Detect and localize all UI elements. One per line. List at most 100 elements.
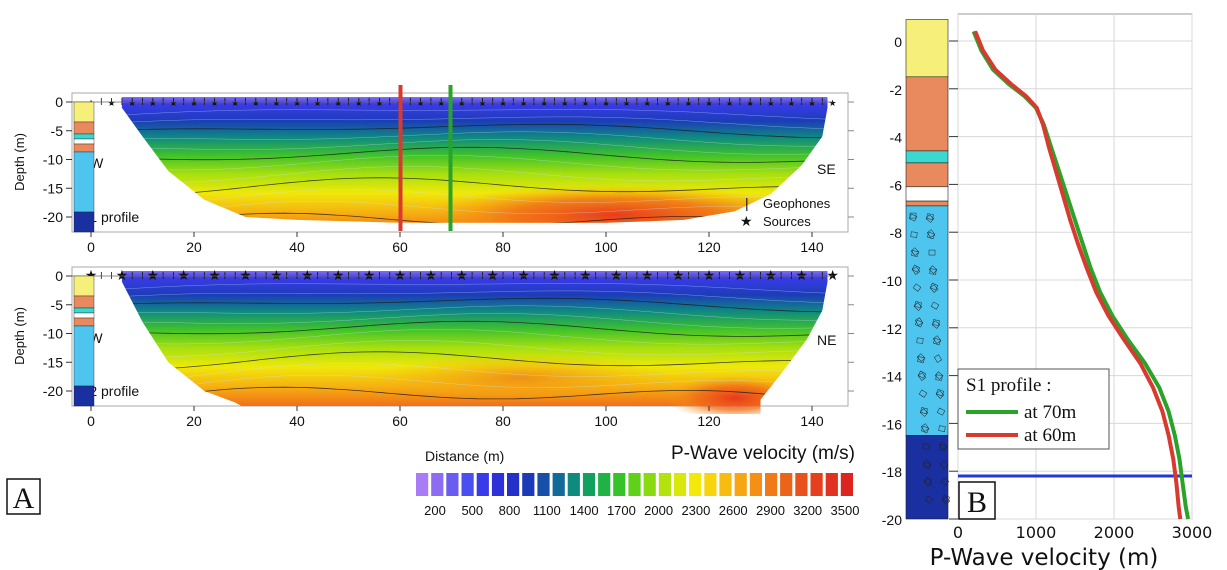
colorbar-swatch — [643, 473, 656, 496]
b-gravel-symbol — [919, 408, 929, 417]
soil-layer — [73, 312, 95, 319]
colorbar-tick-label: 800 — [499, 503, 521, 518]
s2-y-axis: 0 -5 -10 -15 -20 — [43, 268, 854, 399]
colorbar-tick-label: 2900 — [756, 503, 785, 518]
colorbar-swatch — [795, 473, 808, 496]
s2-contour-line — [121, 297, 828, 313]
soil-layer — [73, 151, 95, 213]
s1-contour-line — [121, 177, 828, 197]
geophone-legend-symbol: | — [745, 195, 749, 211]
colorbar-swatch — [825, 473, 838, 496]
b-gravel-symbol — [923, 462, 931, 469]
s2-contours — [121, 283, 828, 406]
b-legend: S1 profile : at 70m at 60m — [957, 368, 1110, 450]
b-legend-title: S1 profile : — [966, 375, 1052, 396]
s1-soil-column — [73, 101, 95, 233]
b-gravel-symbol — [932, 319, 940, 326]
colorbar-swatch — [582, 473, 596, 496]
b-gravel-symbol — [931, 320, 941, 329]
b-gravel-symbol — [920, 407, 928, 415]
b-x-tick-label: 2000 — [1094, 523, 1135, 542]
colorbar-swatch — [689, 473, 702, 496]
soil-layer — [73, 211, 95, 233]
panel-a-box — [6, 478, 41, 515]
b-gravel-symbol — [910, 247, 920, 256]
b-gravel-symbol — [920, 425, 930, 434]
s1-right-label: SE — [817, 161, 836, 177]
b-soil-layer — [905, 76, 949, 152]
s1-y-tick-label: -20 — [43, 209, 63, 225]
colorbar-swatch — [749, 473, 762, 496]
s1-contour-line — [121, 123, 828, 139]
b-y-tick-label: -6 — [890, 177, 903, 193]
b-y-tick-label: -2 — [890, 82, 903, 98]
soil-layer — [73, 307, 95, 314]
colorbar-swatch — [461, 473, 474, 496]
s1-panel: ★★★★★★★★★★★★★★★★★★★★★★★★★★★★★★★★★★★★★ 0 -… — [12, 85, 854, 255]
b-gravel-symbol — [908, 213, 918, 222]
s2-soil-column — [73, 275, 95, 407]
colorbar-tick-label: 3200 — [793, 503, 822, 518]
b-gravel-symbol — [932, 335, 942, 344]
s2-contour-line — [121, 320, 828, 337]
b-y-tick-label: -20 — [882, 512, 902, 528]
s1-x-tick-label: 140 — [800, 239, 824, 255]
s2-y-tick-label: -5 — [51, 297, 64, 313]
s2-contour-line — [121, 305, 828, 321]
b-gravel-symbol — [914, 319, 924, 328]
s2-x-tick-label: 20 — [186, 413, 202, 429]
s1-surface-markers: ★★★★★★★★★★★★★★★★★★★★★★★★★★★★★★★★★★★★★ — [72, 98, 837, 108]
b-gravel-symbol — [918, 389, 928, 398]
b-gravel-symbol — [920, 423, 930, 432]
b-y-tick-label: -12 — [882, 321, 902, 337]
source-star: ★ — [829, 98, 837, 108]
b-gravel-symbol — [933, 354, 943, 363]
s2-contour-line — [121, 340, 828, 358]
s1-x-tick-label: 20 — [186, 239, 202, 255]
b-y-tick-label: -14 — [882, 369, 902, 385]
b-legend-label-70m: at 70m — [1024, 402, 1076, 423]
s1-contours — [121, 109, 828, 223]
b-gravel-symbol — [933, 337, 941, 346]
b-y-tick-label: -16 — [882, 416, 902, 432]
colorbar-swatch — [476, 473, 489, 496]
s1-contour-line — [121, 155, 828, 171]
s2-contour-line — [121, 363, 828, 384]
s2-contour-line — [121, 351, 828, 371]
sources-legend-label: Sources — [763, 214, 811, 229]
b-gravel-symbol — [928, 249, 936, 256]
s1-contour-line — [121, 139, 828, 155]
b-gravel-symbol — [938, 425, 946, 432]
b-gravel-symbol — [940, 477, 950, 486]
colorbar-tick-label: 2300 — [681, 503, 710, 518]
colorbar-swatch — [658, 473, 671, 496]
b-soil-layer — [905, 150, 949, 164]
soil-layer — [73, 121, 95, 135]
b-x-axis: 0 1000 2000 3000 — [953, 523, 1212, 542]
s1-x-tick-label: 60 — [392, 239, 408, 255]
panel-a-letter: A — [13, 482, 35, 515]
b-series-line-at-60m — [973, 30, 1183, 520]
colorbar-swatch — [810, 473, 823, 496]
b-x-tick-label: 3000 — [1172, 523, 1213, 542]
b-gravel-symbol — [939, 460, 949, 469]
s1-contour-line — [121, 166, 828, 184]
colorbar-swatch — [840, 473, 853, 496]
colorbar-title: P-Wave velocity (m/s) — [671, 443, 855, 464]
colorbar-tick-label: 2000 — [644, 503, 673, 518]
soil-layer — [73, 275, 95, 297]
b-gravel-symbol — [929, 284, 939, 293]
s2-mid-velocity-zone — [370, 354, 670, 402]
b-gravel-symbol — [936, 407, 946, 416]
geophones-legend-label: Geophones — [763, 196, 831, 211]
colorbar-swatch — [416, 473, 429, 496]
colorbar-swatch — [507, 473, 520, 496]
s1-profile-label: S1 profile — [80, 209, 139, 225]
colorbar-swatch — [491, 473, 505, 496]
colorbar-tick-label: 2600 — [719, 503, 748, 518]
s1-x-tick-label: 40 — [289, 239, 305, 255]
colorbar-tick-label: 200 — [424, 503, 446, 518]
colorbar-tick-label: 3500 — [831, 503, 860, 518]
colorbar-swatch — [446, 473, 459, 496]
s2-y-axis-label: Depth (m) — [12, 307, 27, 365]
